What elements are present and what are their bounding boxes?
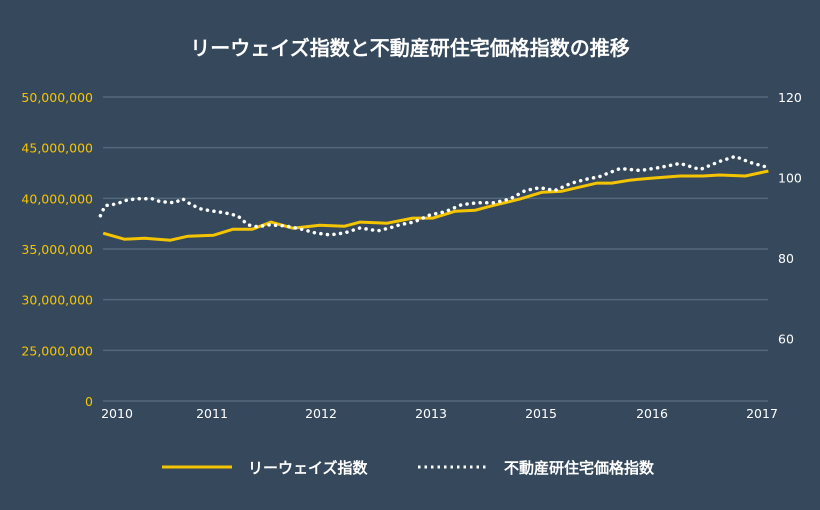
left-tick-label: 40,000,000 xyxy=(21,191,93,206)
right-tick-label: 120 xyxy=(778,90,802,105)
left-tick-label: 35,000,000 xyxy=(21,242,93,257)
right-tick-label: 60 xyxy=(778,332,794,347)
x-tick-label: 2013 xyxy=(415,406,447,421)
series-line-0 xyxy=(102,169,769,242)
right-tick-label: 80 xyxy=(778,251,794,266)
left-axis: 0 25,000,000 30,000,000 35,000,000 40,000,00… xyxy=(21,90,93,409)
x-tick-label: 2010 xyxy=(101,406,133,421)
left-tick-label: 30,000,000 xyxy=(21,293,93,308)
legend: リーウェイズ指数 不動産研住宅価格指数 xyxy=(162,459,655,477)
grid xyxy=(103,96,768,402)
left-tick-label: 50,000,000 xyxy=(21,90,93,105)
x-axis: 2010 2011 2012 2013 2015 2016 2017 xyxy=(101,406,778,421)
legend-label: 不動産研住宅価格指数 xyxy=(504,459,655,477)
x-tick-label: 2015 xyxy=(525,406,557,421)
series-group xyxy=(98,154,769,242)
x-tick-label: 2017 xyxy=(746,406,778,421)
chart-title: リーウェイズ指数と不動産研住宅価格指数の推移 xyxy=(190,36,629,60)
legend-label: リーウェイズ指数 xyxy=(248,459,369,477)
x-tick-label: 2012 xyxy=(305,406,337,421)
right-axis: 60 80 100 120 xyxy=(778,90,802,347)
left-tick-label: 45,000,000 xyxy=(21,141,93,156)
series-line-1 xyxy=(98,154,767,237)
right-tick-label: 100 xyxy=(778,171,802,186)
x-tick-label: 2016 xyxy=(636,406,668,421)
left-tick-label: 0 xyxy=(85,394,93,409)
left-tick-label: 25,000,000 xyxy=(21,343,93,358)
x-tick-label: 2011 xyxy=(196,406,228,421)
